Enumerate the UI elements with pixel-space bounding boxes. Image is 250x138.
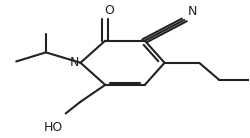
Text: O: O xyxy=(104,4,114,17)
Text: N: N xyxy=(188,5,198,18)
Text: N: N xyxy=(70,56,79,69)
Text: HO: HO xyxy=(44,121,63,134)
